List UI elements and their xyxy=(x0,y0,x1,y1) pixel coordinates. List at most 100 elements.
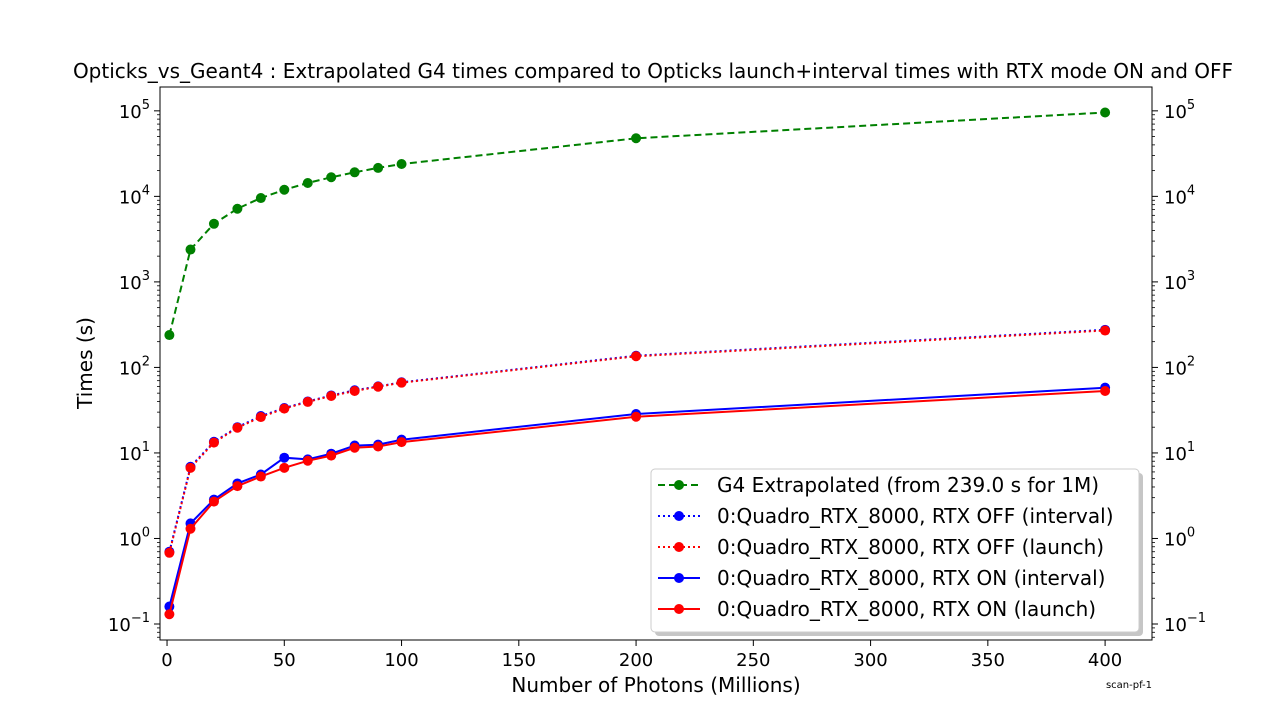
y-tick-exponent: −1 xyxy=(1187,611,1206,626)
data-point xyxy=(185,523,196,534)
y-tick-label: 100 xyxy=(119,525,150,550)
data-point xyxy=(631,133,642,144)
series-2 xyxy=(164,325,1111,558)
y-tick-label-right: 105 xyxy=(1164,98,1195,123)
y-tick-base: 10 xyxy=(1164,444,1187,465)
data-point xyxy=(279,403,290,414)
y-tick-base: 10 xyxy=(1164,529,1187,550)
y-tick-label-right: 103 xyxy=(1164,269,1195,294)
y-tick-exponent: 3 xyxy=(142,269,150,284)
data-point xyxy=(396,377,407,388)
x-tick-label: 350 xyxy=(971,650,1005,671)
y-tick-exponent: 3 xyxy=(1187,269,1195,284)
y-tick-exponent: 0 xyxy=(1187,525,1195,540)
data-point xyxy=(373,162,384,173)
x-tick-label: 300 xyxy=(853,650,887,671)
legend-marker xyxy=(674,542,684,552)
y-tick-base: 10 xyxy=(1164,273,1187,294)
data-point xyxy=(208,496,219,507)
y-tick-base: 10 xyxy=(1164,187,1187,208)
y-tick-label: 105 xyxy=(119,98,150,123)
data-point xyxy=(208,437,219,448)
legend-label: 0:Quadro_RTX_8000, RTX ON (launch) xyxy=(717,597,1096,621)
y-tick-base: 10 xyxy=(119,529,142,550)
figure-note: scan-pf-1 xyxy=(1106,680,1152,691)
x-tick-label: 200 xyxy=(619,650,653,671)
data-point xyxy=(255,193,266,204)
y-tick-label-right: 101 xyxy=(1164,440,1195,465)
y-tick-label-right: 102 xyxy=(1164,354,1195,379)
data-point xyxy=(373,441,384,452)
x-tick-label: 100 xyxy=(384,650,418,671)
data-point xyxy=(326,172,337,183)
legend-marker xyxy=(674,511,684,521)
data-point xyxy=(255,412,266,423)
data-point xyxy=(232,203,243,214)
data-point xyxy=(232,422,243,433)
data-point xyxy=(185,462,196,473)
data-point xyxy=(1100,325,1111,336)
legend-box xyxy=(650,468,1140,633)
y-tick-label: 103 xyxy=(119,269,150,294)
y-tick-exponent: 0 xyxy=(142,525,150,540)
data-point xyxy=(164,609,175,620)
data-point xyxy=(396,437,407,448)
y-tick-base: 10 xyxy=(119,444,142,465)
x-tick-label: 150 xyxy=(502,650,536,671)
y-tick-base: 10 xyxy=(119,187,142,208)
x-axis: 0 50 100 150 200 250 300 350 400 xyxy=(161,640,1122,671)
data-point xyxy=(349,167,360,178)
y-tick-base: 10 xyxy=(119,273,142,294)
y-tick-label-right: 104 xyxy=(1164,183,1195,208)
y-tick-label-right: 100 xyxy=(1164,525,1195,550)
y-tick-label-right: 10−1 xyxy=(1164,611,1206,636)
data-point xyxy=(279,462,290,473)
y-tick-exponent: 4 xyxy=(142,183,150,198)
legend-marker xyxy=(674,604,684,614)
data-point xyxy=(326,450,337,461)
data-point xyxy=(164,330,175,341)
data-point xyxy=(302,177,313,188)
data-point xyxy=(164,547,175,558)
data-point xyxy=(232,481,243,492)
data-point xyxy=(373,381,384,392)
data-point xyxy=(349,386,360,397)
data-point xyxy=(255,471,266,482)
legend-label: 0:Quadro_RTX_8000, RTX OFF (launch) xyxy=(717,535,1104,559)
series-0 xyxy=(164,107,1111,341)
data-point xyxy=(1100,107,1111,118)
y-tick-base: 10 xyxy=(119,358,142,379)
y-tick-exponent: 1 xyxy=(142,440,150,455)
y-tick-base: 10 xyxy=(1164,358,1187,379)
data-point xyxy=(208,218,219,229)
y-tick-base: 10 xyxy=(108,615,131,636)
y-tick-label: 10−1 xyxy=(108,611,150,636)
y-tick-exponent: 1 xyxy=(1187,440,1195,455)
legend: G4 Extrapolated (from 239.0 s for 1M) 0:Q… xyxy=(650,468,1143,636)
series-layer xyxy=(164,107,1111,620)
x-axis-label: Number of Photons (Millions) xyxy=(511,673,800,697)
legend-marker xyxy=(674,480,684,490)
y-tick-exponent: 4 xyxy=(1187,183,1195,198)
data-point xyxy=(185,244,196,255)
x-tick-label: 400 xyxy=(1088,650,1122,671)
x-tick-label: 0 xyxy=(161,650,172,671)
y-tick-label: 104 xyxy=(119,183,150,208)
data-point xyxy=(349,442,360,453)
y-tick-base: 10 xyxy=(119,102,142,123)
y-tick-label: 101 xyxy=(119,440,150,465)
y-axis-label: Times (s) xyxy=(73,317,97,410)
data-point xyxy=(326,391,337,402)
data-point xyxy=(631,351,642,362)
data-point xyxy=(279,452,290,463)
y-tick-exponent: −1 xyxy=(131,611,150,626)
y-tick-base: 10 xyxy=(1164,615,1187,636)
y-tick-base: 10 xyxy=(1164,102,1187,123)
x-tick-label: 250 xyxy=(736,650,770,671)
y-tick-exponent: 2 xyxy=(1187,354,1195,369)
legend-label: G4 Extrapolated (from 239.0 s for 1M) xyxy=(717,473,1099,497)
data-point xyxy=(279,184,290,195)
x-tick-label: 50 xyxy=(273,650,296,671)
